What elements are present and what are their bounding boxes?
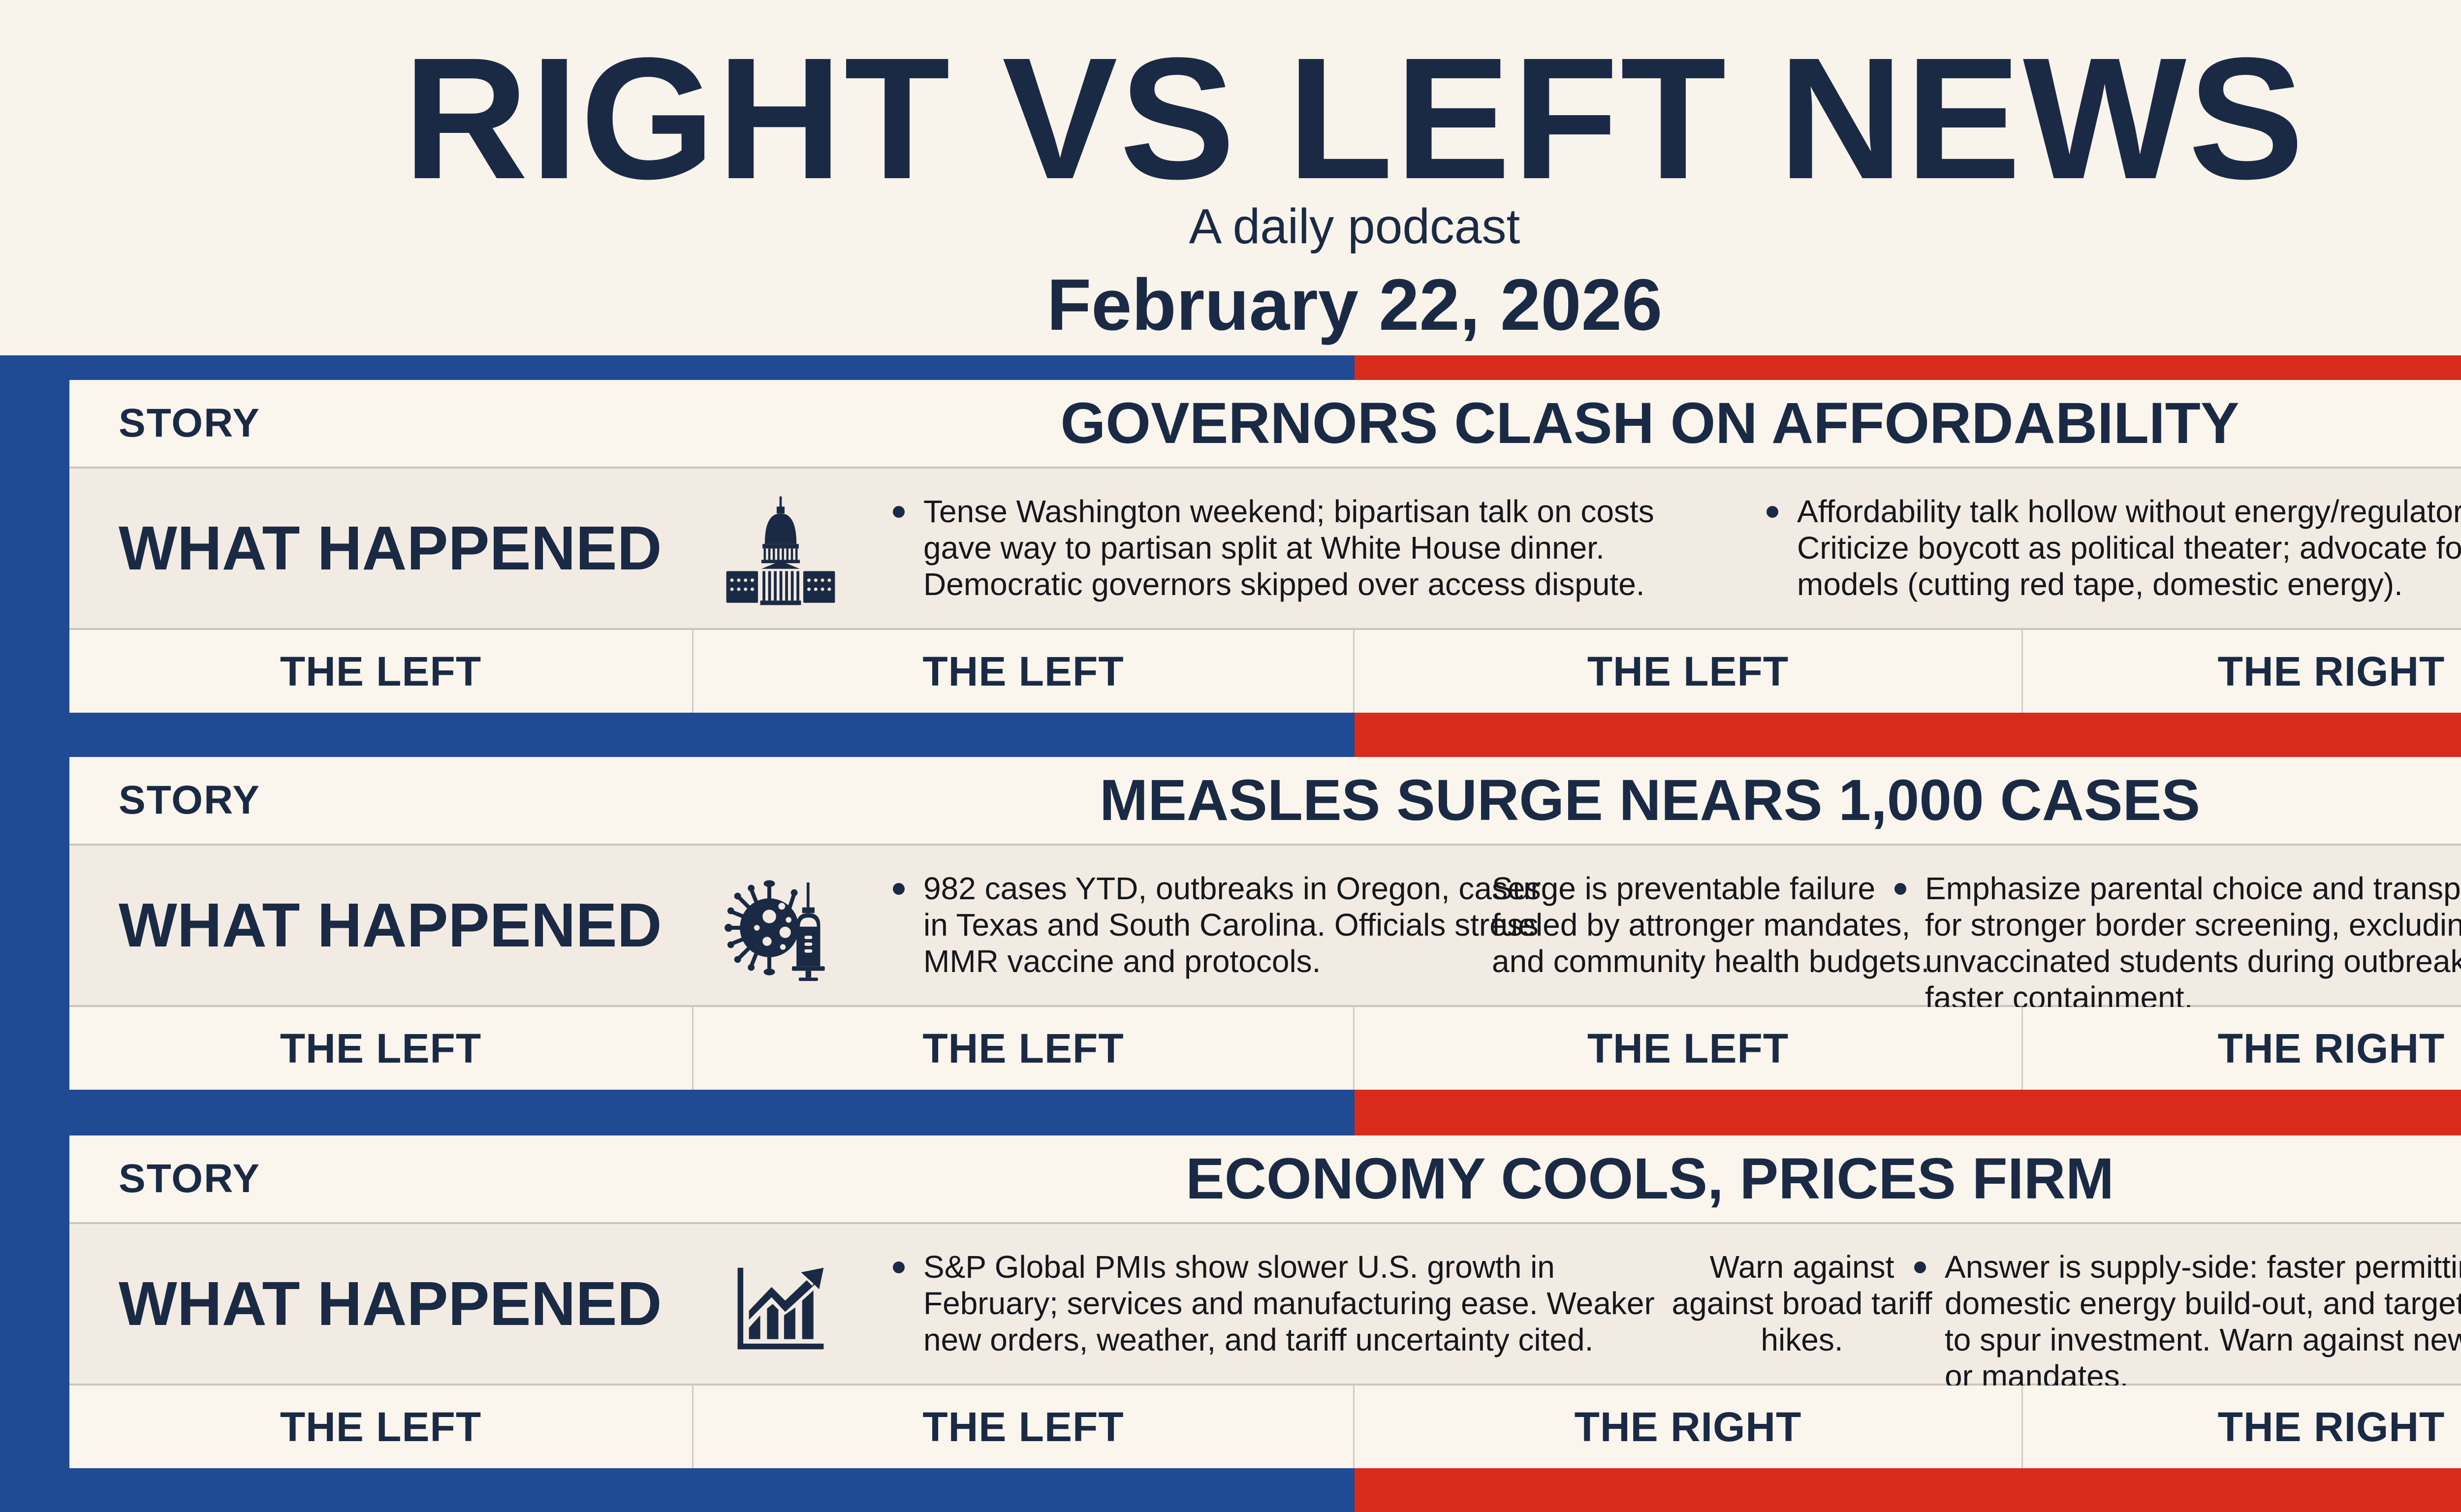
virus-syringe-icon [724, 871, 837, 984]
perspective-label: THE RIGHT [2217, 1025, 2445, 1071]
perspective-label: THE LEFT [69, 1007, 694, 1090]
story-text-column: S&P Global PMIs show slower U.S. growth … [889, 1249, 1686, 1358]
what-happened-row: WHAT HAPPENED [69, 846, 2461, 1015]
what-happened-row: WHAT HAPPENED S&P Global PMIs show slowe… [69, 1224, 2461, 1394]
what-happened-label: WHAT HAPPENED [119, 513, 662, 583]
capitol-building-icon [724, 494, 837, 607]
perspective-row: THE LEFT THE LEFT THE RIGHT THE RIGHT [69, 1386, 2461, 1468]
story-text-column: Emphasize parental choice and transparen… [1891, 870, 2461, 1016]
growth-chart-icon [724, 1250, 837, 1363]
perspective-label: THE LEFT [694, 1007, 1355, 1090]
perspective-row: THE LEFT THE LEFT THE LEFT THE RIGHT [69, 1007, 2461, 1090]
story-title: ECONOMY COOLS, PRICES FIRM [1186, 1146, 2114, 1211]
story-row: STORY MEASLES SURGE NEARS 1,000 CASES [69, 757, 2461, 846]
story-row: STORY GOVERNORS CLASH ON AFFORDABILITY [69, 380, 2461, 469]
story-label: STORY [119, 1156, 260, 1201]
perspective-row: THE LEFT THE LEFT THE LEFT THE RIGHT [69, 630, 2461, 713]
page-header: RIGHT VS LEFT NEWS A daily podcast Febru… [0, 0, 2461, 355]
perspective-label: THE LEFT [69, 630, 694, 713]
story-row: STORY ECONOMY COOLS, PRICES FIRM [69, 1135, 2461, 1224]
story-text-column: Affordability talk hollow without energy… [1763, 493, 2461, 602]
story-card-2: STORY MEASLES SURGE NEARS 1,000 CASES WH… [69, 757, 2461, 1090]
story-text-column: Answer is supply-side: faster permitting… [1910, 1249, 2461, 1394]
what-happened-label: WHAT HAPPENED [119, 890, 662, 960]
what-happened-label: WHAT HAPPENED [119, 1269, 662, 1338]
what-happened-row: WHAT HAPPENED [69, 469, 2461, 630]
perspective-label: THE RIGHT [1355, 1386, 2023, 1468]
story-title: GOVERNORS CLASH ON AFFORDABILITY [1060, 391, 2240, 456]
perspective-label: THE LEFT [694, 1386, 1355, 1468]
story-text-column: Surge is preventable failure fueled by a… [1492, 871, 1930, 979]
story-card-1: STORY GOVERNORS CLASH ON AFFORDABILITY W… [69, 380, 2461, 713]
story-text-column: Tense Washington weekend; bipartisan tal… [889, 493, 1706, 602]
story-text-column: Warn against against broad tariff hikes. [1672, 1249, 1932, 1357]
perspective-label: THE LEFT [69, 1386, 694, 1468]
perspective-label: THE LEFT [1355, 630, 2023, 713]
perspective-label: THE RIGHT [2217, 1404, 2445, 1450]
perspective-label: THE LEFT [694, 630, 1355, 713]
subtitle: A daily podcast [1189, 199, 1520, 254]
story-label: STORY [119, 778, 260, 822]
episode-date: February 22, 2026 [1046, 264, 1663, 346]
story-card-3: STORY ECONOMY COOLS, PRICES FIRM WHAT HA… [69, 1135, 2461, 1468]
story-title: MEASLES SURGE NEARS 1,000 CASES [1099, 768, 2201, 833]
perspective-label: THE RIGHT [2217, 648, 2445, 694]
story-text-column: 982 cases YTD, outbreaks in Oregon, case… [889, 870, 1568, 979]
perspective-label: THE LEFT [1355, 1007, 2023, 1090]
main-title: RIGHT VS LEFT NEWS [403, 21, 2306, 215]
story-label: STORY [119, 401, 260, 445]
